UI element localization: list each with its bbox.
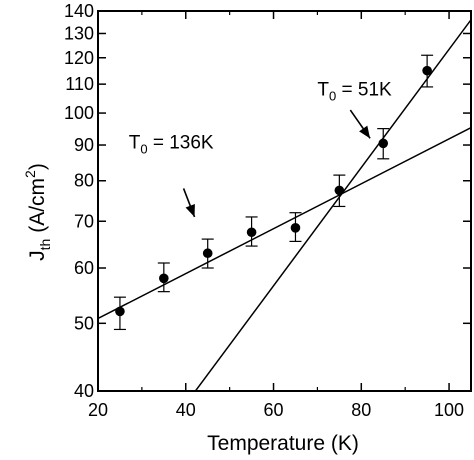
- fit-line-t0-136: [98, 126, 471, 320]
- annotation-t0-51-main: T: [317, 79, 329, 100]
- annotation-t0-136-rest: = 136K: [148, 132, 214, 153]
- y-tick-label: 120: [64, 48, 94, 68]
- y-tick-label: 50: [74, 313, 94, 333]
- y-tick-label: 130: [64, 23, 94, 43]
- annotation-t0-136: T0 = 136K: [129, 132, 214, 156]
- x-tick-label: 40: [176, 400, 196, 420]
- annotation-t0-51-sub: 0: [329, 88, 336, 103]
- data-point: [378, 138, 389, 149]
- x-tick-label: 80: [351, 400, 371, 420]
- annotation-arrow-head: [359, 125, 371, 139]
- y-tick-label: 70: [74, 211, 94, 231]
- data-point: [422, 65, 432, 76]
- x-axis-title: Temperature (K): [207, 432, 359, 455]
- y-tick-label: 90: [74, 135, 94, 155]
- y-axis-title-unit-end: ): [26, 163, 49, 170]
- annotation-t0-51-rest: = 51K: [336, 79, 392, 100]
- y-axis-title-unit-sup: 2: [22, 170, 38, 178]
- annotation-arrow-head: [185, 203, 195, 217]
- data-point: [115, 306, 125, 317]
- data-point: [290, 223, 301, 233]
- y-tick-label: 140: [64, 1, 94, 21]
- x-tick-label: 100: [434, 400, 464, 420]
- y-tick-label: 40: [74, 381, 94, 401]
- data-point: [202, 248, 213, 259]
- y-tick-label: 60: [74, 258, 94, 278]
- data-point: [246, 227, 257, 238]
- fit-lines: [98, 19, 471, 391]
- x-tick-label: 20: [88, 400, 108, 420]
- plot-frame: [97, 10, 472, 392]
- y-tick-label: 110: [65, 74, 94, 94]
- y-axis-title-unit: (A/cm: [26, 178, 49, 233]
- y-tick-label: 100: [64, 103, 94, 123]
- y-tick-label: 80: [74, 171, 94, 191]
- svg-text:Jth (A/cm2): Jth (A/cm2): [22, 163, 53, 261]
- x-tick-label: 60: [264, 400, 284, 420]
- data-point: [334, 185, 345, 196]
- annotation-t0-136-main: T: [129, 132, 141, 153]
- y-axis-title-main: J: [26, 250, 49, 261]
- annotation-t0-136-sub: 0: [140, 141, 147, 156]
- fit-line-t0-51: [194, 19, 471, 391]
- y-axis-title: Jth (A/cm2): [22, 163, 53, 261]
- annotation-t0-51: T0 = 51K: [317, 79, 392, 103]
- data-point: [159, 273, 169, 284]
- y-axis-title-sub: th: [37, 239, 53, 251]
